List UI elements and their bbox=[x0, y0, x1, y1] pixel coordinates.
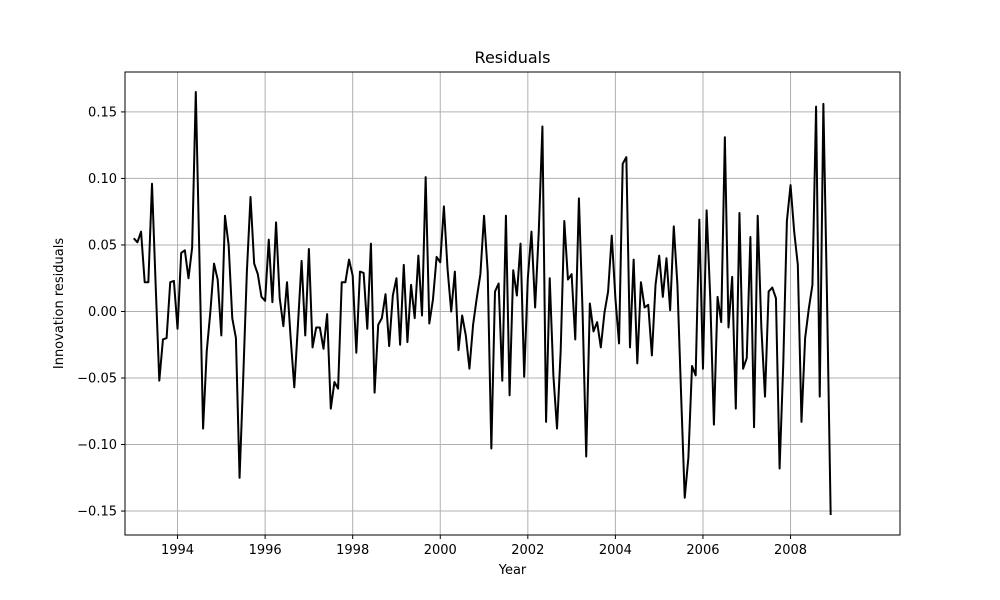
y-tick-label: −0.10 bbox=[77, 438, 117, 453]
series-line-0 bbox=[133, 90, 832, 516]
x-tick-label: 2000 bbox=[424, 543, 457, 558]
tick-layer: 1994 1996 1998 2000 2002 2004 2006 2008 −0.15 −0.… bbox=[77, 105, 807, 558]
series-layer bbox=[133, 90, 832, 516]
x-tick-label: 1998 bbox=[336, 543, 369, 558]
y-tick-label: 0.00 bbox=[88, 305, 117, 320]
y-tick-label: −0.05 bbox=[77, 372, 117, 387]
x-tick-label: 1994 bbox=[161, 543, 194, 558]
chart-title: Residuals bbox=[475, 48, 551, 67]
x-tick-label: 2004 bbox=[599, 543, 632, 558]
y-tick-label: −0.15 bbox=[77, 505, 117, 520]
x-tick-label: 2006 bbox=[686, 543, 719, 558]
x-tick-label: 2002 bbox=[511, 543, 544, 558]
x-axis-title: Year bbox=[498, 563, 527, 578]
y-tick-label: 0.10 bbox=[88, 172, 117, 187]
y-tick-label: 0.15 bbox=[88, 105, 117, 120]
x-tick-label: 1996 bbox=[249, 543, 282, 558]
y-axis-title: Innovation residuals bbox=[52, 238, 67, 369]
plot-frame bbox=[124, 71, 901, 536]
x-tick-label: 2008 bbox=[774, 543, 807, 558]
y-tick-label: 0.05 bbox=[88, 238, 117, 253]
